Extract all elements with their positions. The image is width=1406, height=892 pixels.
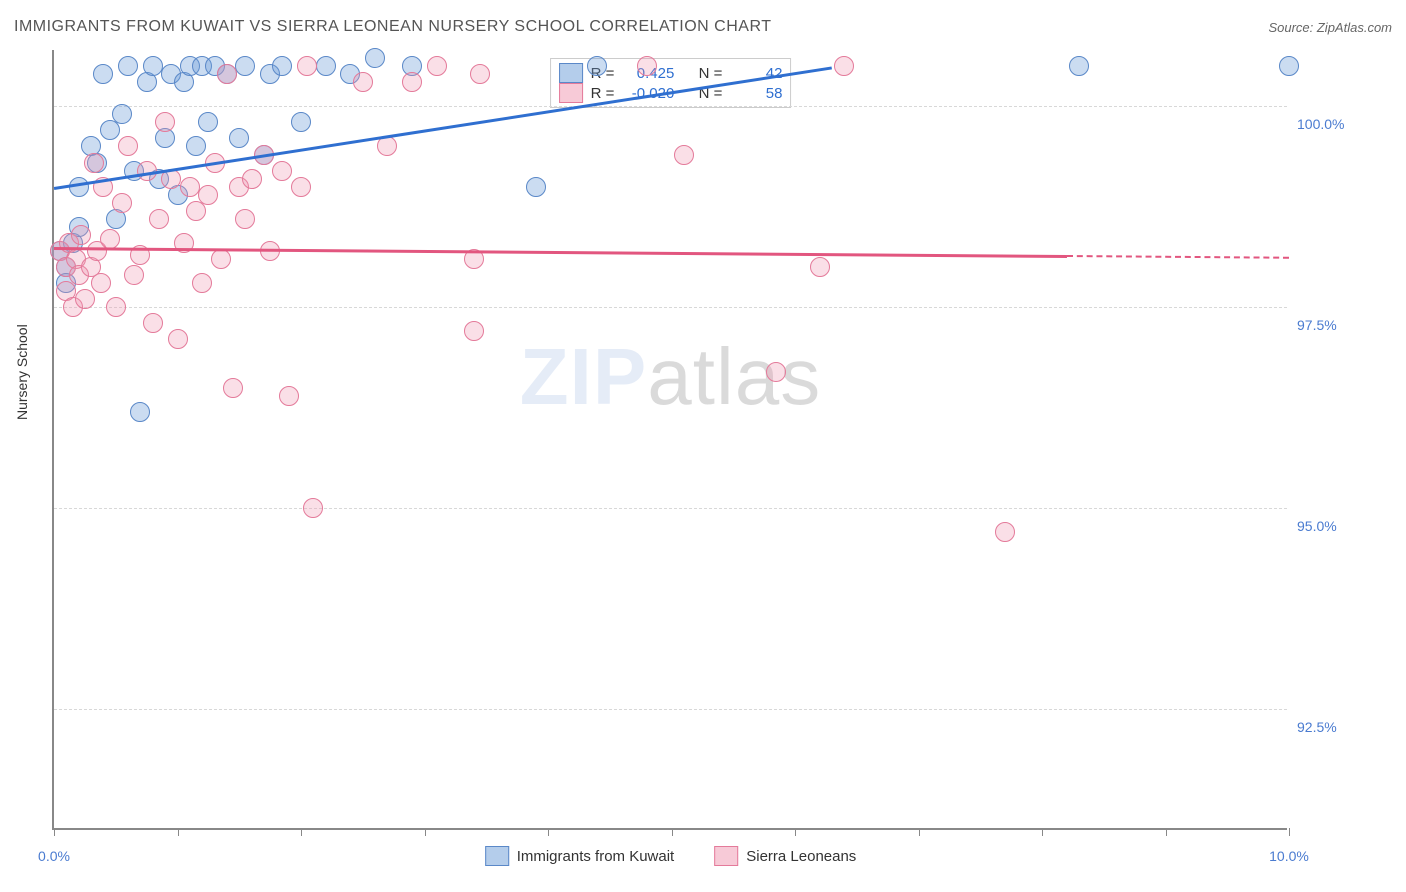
data-point-kuwait <box>100 120 120 140</box>
x-tick <box>1042 828 1043 836</box>
trend-line <box>54 247 1067 258</box>
data-point-sierra <box>353 72 373 92</box>
x-tick <box>795 828 796 836</box>
legend-swatch-kuwait-icon <box>485 846 509 866</box>
data-point-kuwait <box>526 177 546 197</box>
legend-label-sierra: Sierra Leoneans <box>746 848 856 865</box>
data-point-sierra <box>211 249 231 269</box>
data-point-kuwait <box>143 56 163 76</box>
x-tick <box>178 828 179 836</box>
y-axis-label: Nursery School <box>14 324 30 420</box>
correlation-legend: R = 0.425 N = 42 R = -0.020 N = 58 <box>550 58 792 108</box>
gridline <box>54 106 1287 107</box>
x-tick-label: 10.0% <box>1269 848 1309 864</box>
data-point-kuwait <box>272 56 292 76</box>
data-point-sierra <box>402 72 422 92</box>
scatter-plot: ZIPatlas R = 0.425 N = 42 R = -0.020 N =… <box>52 50 1287 830</box>
x-tick <box>1289 828 1290 836</box>
data-point-sierra <box>168 329 188 349</box>
data-point-kuwait <box>235 56 255 76</box>
data-point-sierra <box>834 56 854 76</box>
gridline <box>54 508 1287 509</box>
legend-swatch-kuwait <box>559 63 583 83</box>
trend-line-extrapolated <box>1067 255 1289 259</box>
data-point-kuwait <box>198 112 218 132</box>
y-tick-label: 100.0% <box>1297 116 1357 132</box>
gridline <box>54 307 1287 308</box>
data-point-kuwait <box>316 56 336 76</box>
x-tick <box>1166 828 1167 836</box>
source-label: Source: ZipAtlas.com <box>1268 20 1392 35</box>
chart-title: IMMIGRANTS FROM KUWAIT VS SIERRA LEONEAN… <box>14 18 772 36</box>
x-tick <box>548 828 549 836</box>
x-tick <box>919 828 920 836</box>
data-point-sierra <box>470 64 490 84</box>
x-tick <box>54 828 55 836</box>
data-point-kuwait <box>1069 56 1089 76</box>
data-point-sierra <box>75 289 95 309</box>
data-point-sierra <box>297 56 317 76</box>
data-point-sierra <box>427 56 447 76</box>
data-point-sierra <box>106 297 126 317</box>
data-point-sierra <box>149 209 169 229</box>
y-tick-label: 92.5% <box>1297 719 1357 735</box>
data-point-sierra <box>143 313 163 333</box>
series-legend: Immigrants from Kuwait Sierra Leoneans <box>485 846 857 866</box>
data-point-sierra <box>217 64 237 84</box>
data-point-kuwait <box>291 112 311 132</box>
data-point-sierra <box>637 56 657 76</box>
x-tick <box>672 828 673 836</box>
data-point-sierra <box>377 136 397 156</box>
y-tick-label: 95.0% <box>1297 518 1357 534</box>
data-point-kuwait <box>186 136 206 156</box>
y-tick-label: 97.5% <box>1297 317 1357 333</box>
data-point-kuwait <box>93 64 113 84</box>
data-point-kuwait <box>229 128 249 148</box>
data-point-sierra <box>91 273 111 293</box>
data-point-sierra <box>242 169 262 189</box>
data-point-sierra <box>84 153 104 173</box>
data-point-sierra <box>995 522 1015 542</box>
data-point-sierra <box>766 362 786 382</box>
data-point-sierra <box>674 145 694 165</box>
data-point-sierra <box>303 498 323 518</box>
x-tick <box>301 828 302 836</box>
data-point-sierra <box>464 321 484 341</box>
legend-swatch-sierra-icon <box>714 846 738 866</box>
data-point-sierra <box>118 136 138 156</box>
data-point-kuwait <box>118 56 138 76</box>
data-point-sierra <box>272 161 292 181</box>
legend-label-kuwait: Immigrants from Kuwait <box>517 848 675 865</box>
data-point-sierra <box>235 209 255 229</box>
legend-swatch-sierra <box>559 83 583 103</box>
data-point-sierra <box>100 229 120 249</box>
data-point-sierra <box>71 225 91 245</box>
data-point-kuwait <box>1279 56 1299 76</box>
data-point-sierra <box>198 185 218 205</box>
data-point-sierra <box>291 177 311 197</box>
data-point-sierra <box>124 265 144 285</box>
data-point-kuwait <box>130 402 150 422</box>
data-point-sierra <box>810 257 830 277</box>
data-point-sierra <box>223 378 243 398</box>
data-point-sierra <box>155 112 175 132</box>
x-tick <box>425 828 426 836</box>
data-point-kuwait <box>365 48 385 68</box>
data-point-sierra <box>112 193 132 213</box>
data-point-sierra <box>192 273 212 293</box>
data-point-sierra <box>186 201 206 221</box>
data-point-kuwait <box>587 56 607 76</box>
data-point-sierra <box>180 177 200 197</box>
data-point-sierra <box>279 386 299 406</box>
data-point-kuwait <box>112 104 132 124</box>
x-tick-label: 0.0% <box>38 848 70 864</box>
gridline <box>54 709 1287 710</box>
